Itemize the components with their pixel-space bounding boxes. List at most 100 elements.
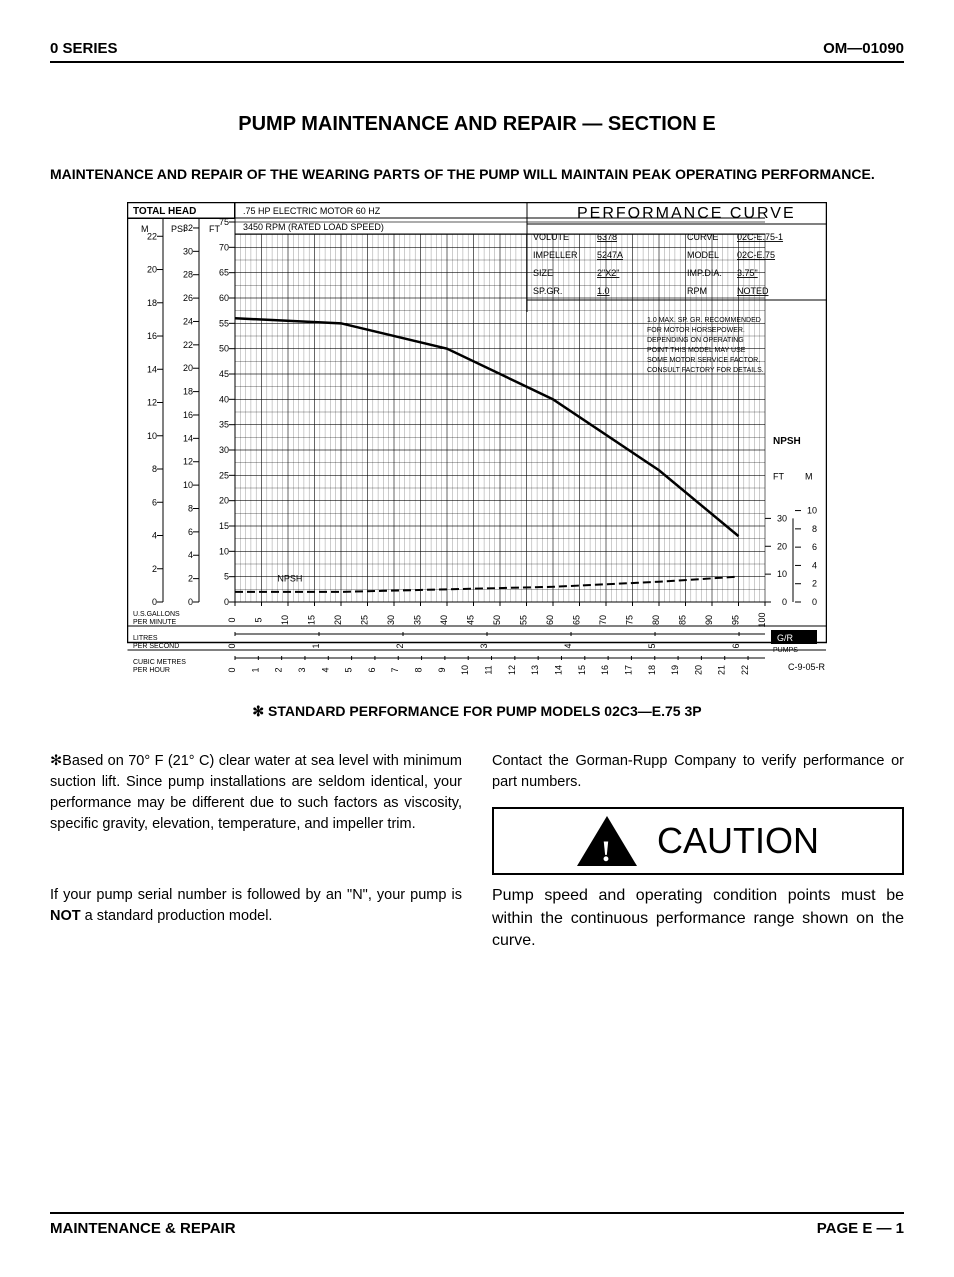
svg-text:2: 2	[274, 667, 284, 672]
svg-text:20: 20	[219, 496, 229, 506]
header-docnum: OM—01090	[823, 40, 904, 57]
svg-text:14: 14	[553, 665, 563, 675]
svg-text:DEPENDING ON OPERATING: DEPENDING ON OPERATING	[647, 337, 744, 344]
paragraph-1: ✻Based on 70° F (21° C) clear water at s…	[50, 751, 462, 835]
svg-text:18: 18	[647, 665, 657, 675]
svg-text:5: 5	[344, 667, 354, 672]
svg-text:SIZE: SIZE	[533, 268, 553, 278]
svg-text:35: 35	[413, 615, 423, 625]
svg-text:20: 20	[183, 363, 193, 373]
svg-text:RPM: RPM	[687, 286, 707, 296]
svg-text:CUBIC METRES: CUBIC METRES	[133, 659, 186, 666]
svg-text:0: 0	[152, 597, 157, 607]
svg-text:1.0: 1.0	[597, 286, 610, 296]
svg-text:PER HOUR: PER HOUR	[133, 667, 170, 674]
p1-star: ✻	[50, 753, 62, 769]
svg-text:8: 8	[152, 464, 157, 474]
svg-text:2: 2	[152, 564, 157, 574]
svg-text:FT: FT	[773, 471, 784, 481]
p2b-not: NOT	[50, 908, 81, 924]
svg-text:4: 4	[152, 531, 157, 541]
svg-text:22: 22	[740, 665, 750, 675]
svg-text:10: 10	[219, 546, 229, 556]
svg-text:5: 5	[254, 617, 264, 622]
svg-text:30: 30	[183, 246, 193, 256]
svg-text:3450 RPM (RATED LOAD SPEED): 3450 RPM (RATED LOAD SPEED)	[243, 222, 384, 232]
svg-text:POINT THIS MODEL MAY USE: POINT THIS MODEL MAY USE	[647, 347, 746, 354]
svg-text:1: 1	[311, 643, 321, 648]
svg-text:85: 85	[678, 615, 688, 625]
left-column: ✻Based on 70° F (21° C) clear water at s…	[50, 736, 462, 952]
svg-text:30: 30	[777, 513, 787, 523]
svg-text:4: 4	[320, 667, 330, 672]
svg-text:IMP.DIA.: IMP.DIA.	[687, 268, 722, 278]
svg-text:21: 21	[717, 665, 727, 675]
header-series: 0 SERIES	[50, 40, 118, 57]
svg-text:28: 28	[183, 270, 193, 280]
svg-text:CONSULT FACTORY FOR DETAILS.: CONSULT FACTORY FOR DETAILS.	[647, 367, 764, 374]
svg-text:30: 30	[219, 445, 229, 455]
svg-text:4: 4	[812, 560, 817, 570]
p1-text: Based on 70° F (21° C) clear water at se…	[50, 753, 462, 832]
svg-text:2"X2": 2"X2"	[597, 268, 619, 278]
svg-text:10: 10	[280, 615, 290, 625]
svg-text:50: 50	[492, 615, 502, 625]
svg-text:MODEL: MODEL	[687, 250, 719, 260]
svg-text:8: 8	[414, 667, 424, 672]
svg-text:3.75": 3.75"	[737, 268, 758, 278]
svg-text:10: 10	[460, 665, 470, 675]
svg-text:25: 25	[219, 470, 229, 480]
svg-text:65: 65	[572, 615, 582, 625]
svg-text:7: 7	[390, 667, 400, 672]
svg-text:70: 70	[598, 615, 608, 625]
svg-text:70: 70	[219, 242, 229, 252]
svg-text:12: 12	[147, 398, 157, 408]
svg-text:PUMPS: PUMPS	[773, 647, 798, 654]
svg-text:14: 14	[147, 364, 157, 374]
svg-text:0: 0	[782, 597, 787, 607]
svg-text:02C-E.75: 02C-E.75	[737, 250, 775, 260]
svg-text:24: 24	[183, 316, 193, 326]
svg-text:4: 4	[188, 550, 193, 560]
svg-text:19: 19	[670, 665, 680, 675]
svg-text:NPSH: NPSH	[773, 436, 801, 447]
svg-text:45: 45	[219, 369, 229, 379]
svg-text:55: 55	[519, 615, 529, 625]
page-header: 0 SERIES OM—01090	[50, 40, 904, 63]
svg-text:0: 0	[188, 597, 193, 607]
svg-text:65: 65	[219, 268, 229, 278]
svg-text:20: 20	[777, 541, 787, 551]
svg-text:6: 6	[812, 542, 817, 552]
paragraph-3: Contact the Gorman-Rupp Company to verif…	[492, 751, 904, 793]
svg-text:17: 17	[623, 665, 633, 675]
svg-text:20: 20	[147, 265, 157, 275]
svg-text:40: 40	[219, 394, 229, 404]
svg-text:0: 0	[227, 643, 237, 648]
svg-text:10: 10	[777, 569, 787, 579]
svg-text:80: 80	[651, 615, 661, 625]
svg-text:PER SECOND: PER SECOND	[133, 643, 179, 650]
svg-text:9: 9	[437, 667, 447, 672]
svg-text:FOR MOTOR HORSEPOWER.: FOR MOTOR HORSEPOWER.	[647, 327, 745, 334]
svg-text:18: 18	[147, 298, 157, 308]
svg-text:10: 10	[183, 480, 193, 490]
performance-chart: TOTAL HEADMPSIFT.75 HP ELECTRIC MOTOR 60…	[127, 202, 827, 685]
svg-text:G/R: G/R	[777, 633, 794, 643]
svg-text:100: 100	[757, 612, 767, 627]
svg-text:IMPELLER: IMPELLER	[533, 250, 578, 260]
page-footer: MAINTENANCE & REPAIR PAGE E — 1	[50, 1212, 904, 1237]
svg-text:16: 16	[147, 331, 157, 341]
svg-text:18: 18	[183, 387, 193, 397]
svg-text:90: 90	[704, 615, 714, 625]
svg-text:13: 13	[530, 665, 540, 675]
caution-box: ! CAUTION	[492, 807, 904, 875]
p2a: If your pump serial number is followed b…	[50, 887, 462, 903]
svg-text:M: M	[805, 471, 813, 481]
caution-label: CAUTION	[657, 815, 819, 867]
svg-text:16: 16	[183, 410, 193, 420]
svg-text:45: 45	[466, 615, 476, 625]
svg-text:10: 10	[147, 431, 157, 441]
svg-text:15: 15	[307, 615, 317, 625]
svg-text:50: 50	[219, 344, 229, 354]
svg-text:12: 12	[183, 457, 193, 467]
